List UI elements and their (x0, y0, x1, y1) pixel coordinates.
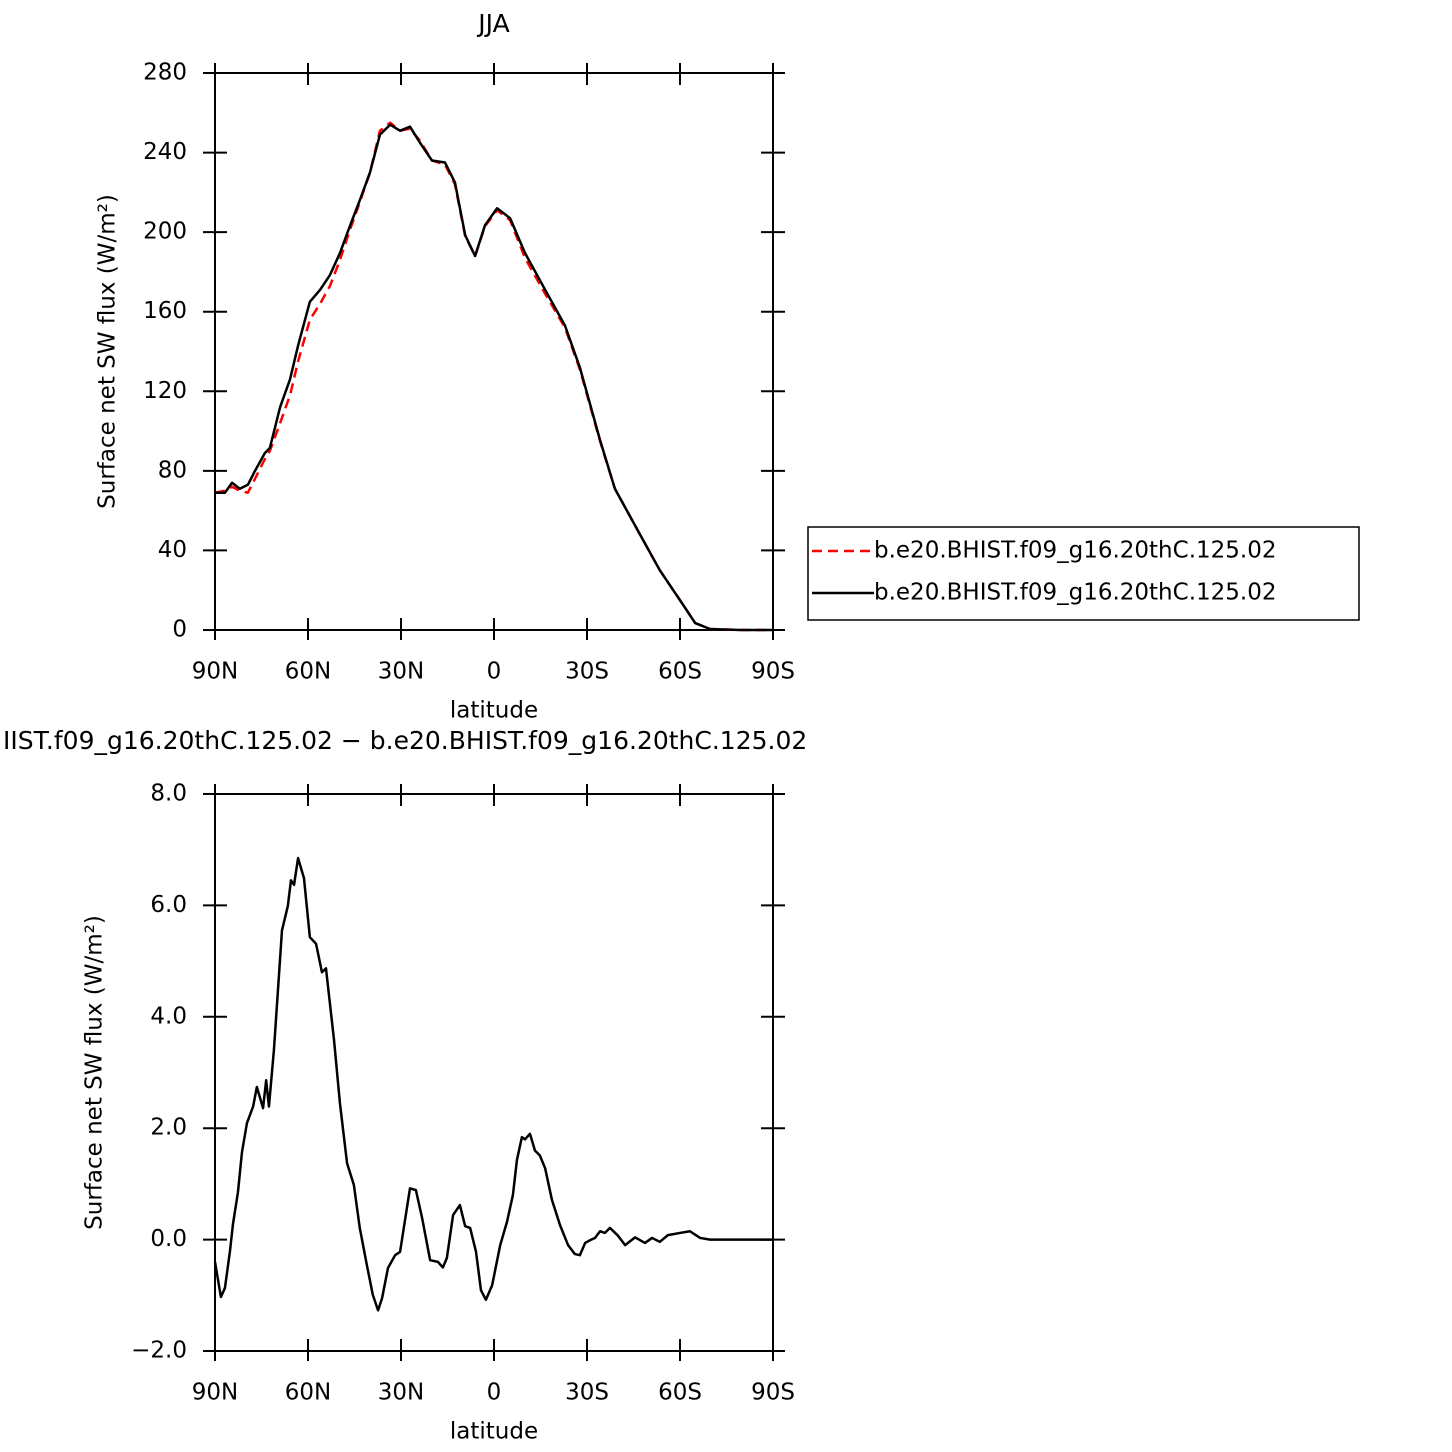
x-tick-label: 90N (192, 659, 238, 685)
data-line (214, 121, 773, 632)
chart-title: JJA (476, 9, 509, 38)
chart-title: IIST.f09_g16.20thC.125.02 − b.e20.BHIST.… (3, 726, 807, 755)
y-tick-label: −2.0 (131, 1338, 187, 1364)
plot-frame (214, 793, 774, 1352)
x-tick-label: 60N (285, 1380, 331, 1406)
x-tick-label: 60N (285, 659, 331, 685)
legend-label: b.e20.BHIST.f09_g16.20thC.125.02 (874, 538, 1276, 564)
y-axis-label: Surface net SW flux (W/m²) (82, 915, 108, 1230)
y-tick-label: 4.0 (150, 1003, 187, 1029)
x-tick-label: 30S (565, 1380, 609, 1406)
y-tick-label: 80 (158, 457, 187, 483)
y-tick-label: 8.0 (150, 781, 187, 807)
x-tick-label: 90S (751, 659, 795, 685)
plot-frame (214, 72, 774, 631)
data-line (215, 123, 773, 632)
data-line (213, 856, 773, 1312)
x-tick-label: 90N (192, 1380, 238, 1406)
legend-label: b.e20.BHIST.f09_g16.20thC.125.02 (874, 580, 1276, 606)
x-axis-label: latitude (450, 1419, 538, 1445)
x-tick-label: 60S (658, 1380, 702, 1406)
y-tick-label: 200 (143, 219, 187, 245)
x-tick-label: 30N (378, 1380, 424, 1406)
legend-box (807, 526, 1360, 621)
x-tick-label: 90S (751, 1380, 795, 1406)
y-tick-label: 0 (172, 617, 187, 643)
x-tick-label: 0 (487, 1380, 502, 1406)
y-tick-label: 240 (143, 139, 187, 165)
y-tick-label: 0.0 (150, 1226, 187, 1252)
x-tick-label: 30S (565, 659, 609, 685)
x-axis-label: latitude (450, 698, 538, 724)
y-tick-label: 40 (158, 537, 187, 563)
y-tick-label: 2.0 (150, 1115, 187, 1141)
y-axis-label: Surface net SW flux (W/m²) (95, 194, 121, 509)
y-tick-label: 280 (143, 60, 187, 86)
y-tick-label: 160 (143, 298, 187, 324)
x-tick-label: 60S (658, 659, 702, 685)
y-tick-label: 120 (143, 378, 187, 404)
x-tick-label: 30N (378, 659, 424, 685)
x-tick-label: 0 (487, 659, 502, 685)
y-tick-label: 6.0 (150, 892, 187, 918)
